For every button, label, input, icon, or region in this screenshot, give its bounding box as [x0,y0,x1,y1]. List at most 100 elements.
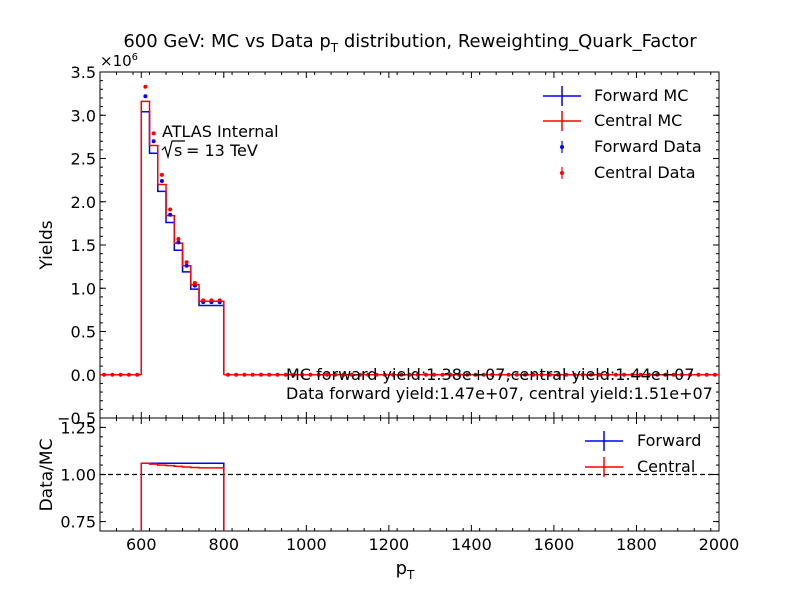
zero-data-point [357,372,362,377]
forward-mc-histogram [140,111,225,375]
ratio-y-tick-label: 1.25 [60,418,96,437]
forward-data-point [159,178,164,183]
forward-ratio-line [140,462,225,531]
ratio-legend: Forward Central [585,431,701,477]
zero-data-point [267,372,272,377]
zero-data-point [382,372,387,377]
zero-data-point [490,372,495,377]
zero-data-point [506,372,511,377]
sqrt-symbol [161,140,185,160]
zero-data-point [275,372,280,377]
legend-entry-forward: Forward [585,431,701,451]
x-tick-label: 2000 [699,535,740,554]
zero-data-point [679,372,684,377]
x-tick-label: 1200 [369,535,410,554]
data-yield-annotation: Data forward yield:1.47e+07, central yie… [286,384,713,403]
zero-data-point [225,372,230,377]
zero-data-point [407,372,412,377]
zero-data-point [424,372,429,377]
zero-data-point [539,372,544,377]
main-y-tick-label: 2.0 [71,193,96,212]
central-data-point [217,298,222,303]
zero-data-point [440,372,445,377]
legend-entry-forward-mc: Forward MC [543,86,688,106]
legend-entry-forward-data: Forward Data [560,137,702,156]
legend-label-forward-data: Forward Data [594,137,702,156]
main-y-tick-label: −0.5 [57,409,96,428]
zero-data-point [300,372,305,377]
forward-data-point [176,240,181,245]
x-label-main: p [396,558,407,579]
mc-yield-annotation: MC forward yield:1.38e+07,central yield:… [286,365,695,384]
forward-data-point [143,94,148,99]
sqrt-s-label: s [174,141,182,160]
zero-data-point [110,372,115,377]
central-data-point [151,131,156,136]
zero-data-point [531,372,536,377]
zero-data-point [390,372,395,377]
legend-entry-central: Central [585,457,695,477]
zero-data-point [316,372,321,377]
legend-entry-central-mc: Central MC [543,111,682,131]
zero-data-point [242,372,247,377]
ratio-y-axis-label: Data/MC [37,439,57,512]
title-rest: distribution, Reweighting_Quark_Factor [338,31,697,52]
main-y-axis-label: Yields [37,220,57,270]
zero-data-point [258,372,263,377]
legend-entry-central-data: Central Data [560,163,696,182]
zero-data-point [564,372,569,377]
atlas-label: ATLAS Internal [162,122,279,141]
scale-label: ×10 [100,52,132,70]
zero-data-point [638,372,643,377]
zero-data-point [465,372,470,377]
zero-data-point [473,372,478,377]
zero-data-point [333,372,338,377]
x-label-sub: T [406,568,415,582]
zero-data-point [415,372,420,377]
main-y-tick-label: 3.0 [71,106,96,125]
main-y-tick-label: 0.5 [71,323,96,342]
zero-data-point [448,372,453,377]
legend-label-central-data: Central Data [594,163,696,182]
zero-data-point [712,372,717,377]
main-y-tick-label: 1.0 [71,279,96,298]
forward-data-point [168,212,173,217]
zero-data-point [572,372,577,377]
central-data-point [192,281,197,286]
ratio-y-tick-label: 1.00 [60,466,96,485]
zero-data-point [102,372,107,377]
zero-data-point [399,372,404,377]
zero-data-point [688,372,693,377]
chart-title: 600 GeV: MC vs Data pT distribution, Rew… [123,31,697,55]
legend-label-forward-mc: Forward MC [594,86,688,105]
central-data-point [184,260,189,265]
energy-label: = 13 TeV [186,141,258,160]
title-main: 600 GeV: MC vs Data p [123,31,330,52]
main-y-tick-label: 0.0 [71,366,96,385]
zero-data-point [250,372,255,377]
sqrt-s-annotation: s = 13 TeV [161,140,258,160]
zero-data-point [118,372,123,377]
zero-data-point [646,372,651,377]
zero-data-point [523,372,528,377]
x-tick-label: 1800 [616,535,657,554]
zero-data-point [283,372,288,377]
zero-data-point [341,372,346,377]
zero-data-point [457,372,462,377]
zero-data-point [663,372,668,377]
main-y-tick-label: 2.5 [71,150,96,169]
zero-data-point [135,372,140,377]
main-panel: −0.5 0.0 0.5 1.0 1.5 2.0 2.5 3.0 3.5 [57,63,720,428]
zero-data-point [291,372,296,377]
zero-data-point [556,372,561,377]
forward-data-point [184,263,189,268]
zero-data-point [605,372,610,377]
ratio-y-tick-label: 0.75 [60,513,96,532]
zero-data-point [308,372,313,377]
zero-data-point [655,372,660,377]
zero-data-point [481,372,486,377]
zero-data-point [580,372,585,377]
main-legend: Forward MC Central MC Forward Data Centr… [543,86,702,182]
zero-data-point [349,372,354,377]
